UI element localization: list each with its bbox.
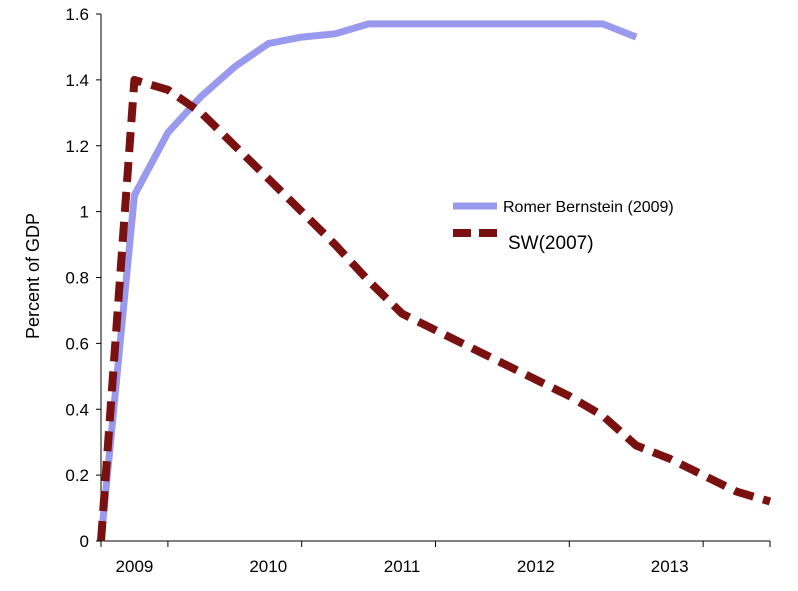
series-line-sw2007 — [97, 75, 772, 542]
legend-label-sw2007: SW(2007) — [508, 233, 594, 254]
x-tick-label: 2013 — [651, 557, 689, 576]
x-tick-label: 2009 — [116, 557, 154, 576]
x-tick-label: 2011 — [384, 557, 421, 576]
legend-label-romer-bernstein: Romer Bernstein (2009) — [503, 199, 674, 216]
ticks-layer: 0 0.2 0.4 0.6 0.8 1 1.2 1.4 1.6 2009 2010 2011 2012 2… — [65, 5, 771, 576]
y-axis-label: Percent of GDP — [23, 213, 43, 339]
x-tick-label: 2010 — [249, 557, 287, 576]
y-tick-label: 0.4 — [65, 400, 89, 419]
legend: Romer Bernstein (2009) SW(2007) — [453, 199, 674, 254]
series-layer — [97, 20, 772, 542]
y-tick-label: 1.4 — [65, 71, 89, 90]
y-tick-label: 0 — [80, 532, 89, 551]
y-tick-label: 1.6 — [65, 5, 89, 24]
y-tick-label: 1.2 — [65, 137, 89, 156]
x-tick-label: 2012 — [517, 557, 555, 576]
y-tick-label: 0.2 — [65, 466, 89, 485]
y-tick-label: 1 — [80, 203, 89, 222]
y-tick-label: 0.8 — [65, 269, 89, 288]
y-tick-label: 0.6 — [65, 334, 89, 353]
